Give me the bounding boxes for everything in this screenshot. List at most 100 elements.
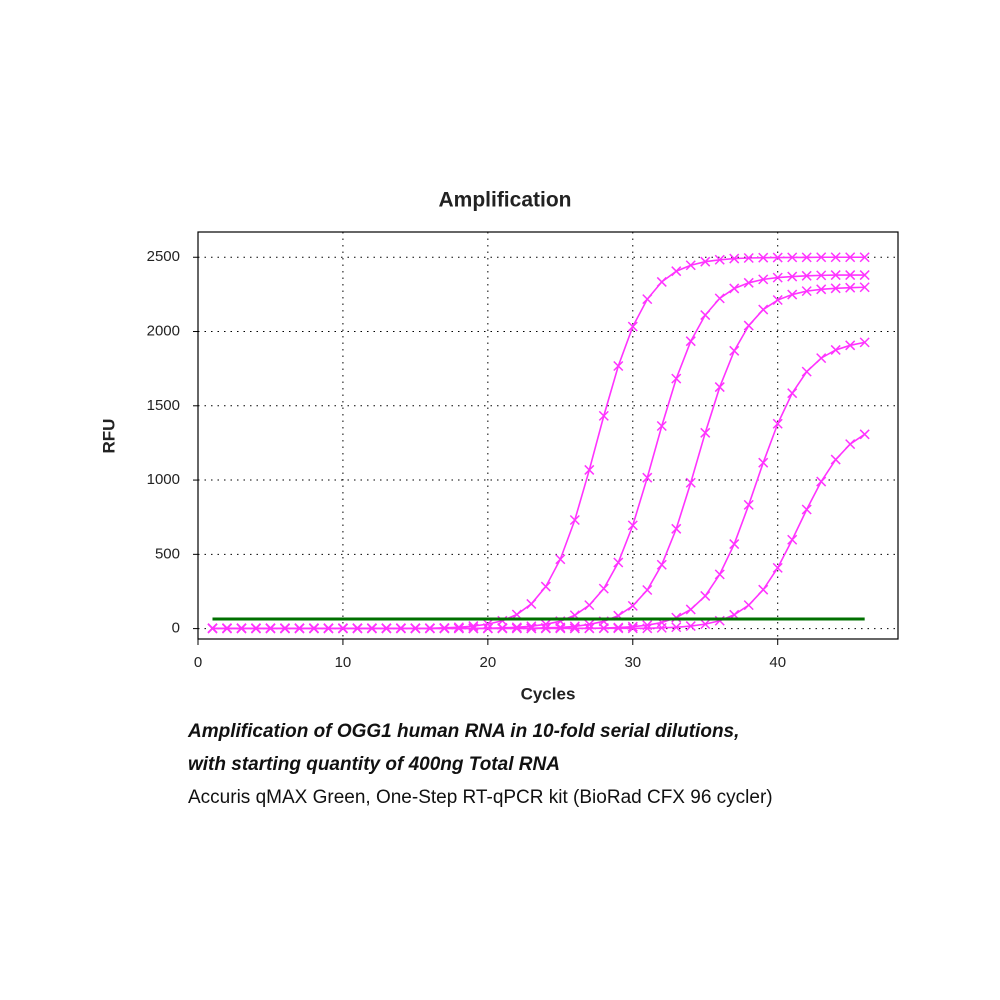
point-marker <box>685 621 696 632</box>
point-marker <box>845 252 856 263</box>
point-marker <box>265 623 276 634</box>
point-marker <box>714 254 725 265</box>
point-marker <box>845 270 856 281</box>
point-marker <box>410 623 421 634</box>
point-marker <box>584 600 595 611</box>
caption-line: Accuris qMAX Green, One-Step RT-qPCR kit… <box>188 787 773 808</box>
point-marker <box>787 388 798 399</box>
point-marker <box>729 283 740 294</box>
point-marker <box>424 623 435 634</box>
point-marker <box>714 569 725 580</box>
point-marker <box>729 253 740 264</box>
point-marker <box>743 499 754 510</box>
point-marker <box>671 266 682 277</box>
point-marker <box>294 623 305 634</box>
point-marker <box>671 622 682 633</box>
point-marker <box>787 534 798 545</box>
point-marker <box>714 382 725 393</box>
point-marker <box>642 623 653 634</box>
point-marker <box>700 619 711 630</box>
point-marker <box>598 583 609 594</box>
point-marker <box>555 623 566 634</box>
point-marker <box>830 454 841 465</box>
point-marker <box>787 252 798 263</box>
point-marker <box>685 477 696 488</box>
point-marker <box>468 623 479 634</box>
point-marker <box>569 621 580 632</box>
point-marker <box>439 623 450 634</box>
point-marker <box>337 623 348 634</box>
point-marker <box>323 623 334 634</box>
point-marker <box>772 252 783 263</box>
caption-line: with starting quantity of 400ng Total RN… <box>188 754 560 775</box>
x-tick-label: 30 <box>624 654 641 671</box>
point-marker <box>772 562 783 573</box>
point-marker <box>845 282 856 293</box>
amplification-curve <box>212 433 866 630</box>
y-tick-label: 500 <box>155 545 180 562</box>
point-marker <box>642 584 653 596</box>
point-marker <box>352 623 363 634</box>
point-marker <box>642 472 653 483</box>
y-tick-label: 2000 <box>147 322 180 339</box>
point-marker <box>729 345 740 356</box>
point-marker <box>816 353 827 364</box>
point-marker <box>845 439 856 450</box>
point-marker <box>526 623 537 634</box>
x-tick-label: 40 <box>769 654 786 671</box>
point-marker <box>627 520 638 531</box>
point-marker <box>613 557 624 568</box>
point-marker <box>453 623 464 634</box>
point-marker <box>569 514 580 526</box>
point-marker <box>685 260 696 271</box>
point-marker <box>627 623 638 634</box>
point-marker <box>656 559 667 570</box>
point-marker <box>497 623 508 634</box>
point-marker <box>816 270 827 281</box>
point-marker <box>700 310 711 321</box>
y-tick-label: 1000 <box>147 471 180 488</box>
point-marker <box>569 623 580 634</box>
point-marker <box>743 252 754 264</box>
point-marker <box>236 623 247 634</box>
point-marker <box>526 598 537 609</box>
point-marker <box>395 623 406 634</box>
point-marker <box>279 623 290 634</box>
point-marker <box>859 282 870 293</box>
point-marker <box>859 252 870 263</box>
point-marker <box>743 600 754 611</box>
point-marker <box>758 304 769 315</box>
point-marker <box>830 344 841 355</box>
point-marker <box>700 256 711 267</box>
point-marker <box>526 621 537 632</box>
point-marker <box>772 272 783 283</box>
point-marker <box>540 623 551 634</box>
point-marker <box>511 623 522 634</box>
point-marker <box>656 276 667 287</box>
point-marker <box>743 320 754 331</box>
point-marker <box>221 623 233 634</box>
point-marker <box>772 418 783 429</box>
point-marker <box>801 286 812 297</box>
point-marker <box>613 360 624 372</box>
point-marker <box>801 270 812 281</box>
point-marker <box>830 270 841 281</box>
point-marker <box>845 340 856 351</box>
y-tick-label: 1500 <box>147 397 180 414</box>
point-marker <box>627 621 638 632</box>
point-marker <box>772 295 783 306</box>
point-marker <box>642 294 653 305</box>
x-axis-label: Cycles <box>521 684 576 703</box>
point-marker <box>714 293 725 304</box>
point-marker <box>381 623 392 634</box>
point-marker <box>555 554 566 565</box>
point-marker <box>700 590 711 601</box>
point-marker <box>859 270 870 281</box>
point-marker <box>729 539 740 550</box>
y-axis-label: RFU <box>99 419 118 454</box>
point-marker <box>584 464 595 475</box>
point-marker <box>613 623 624 634</box>
point-marker <box>366 623 377 634</box>
point-marker <box>743 277 754 288</box>
